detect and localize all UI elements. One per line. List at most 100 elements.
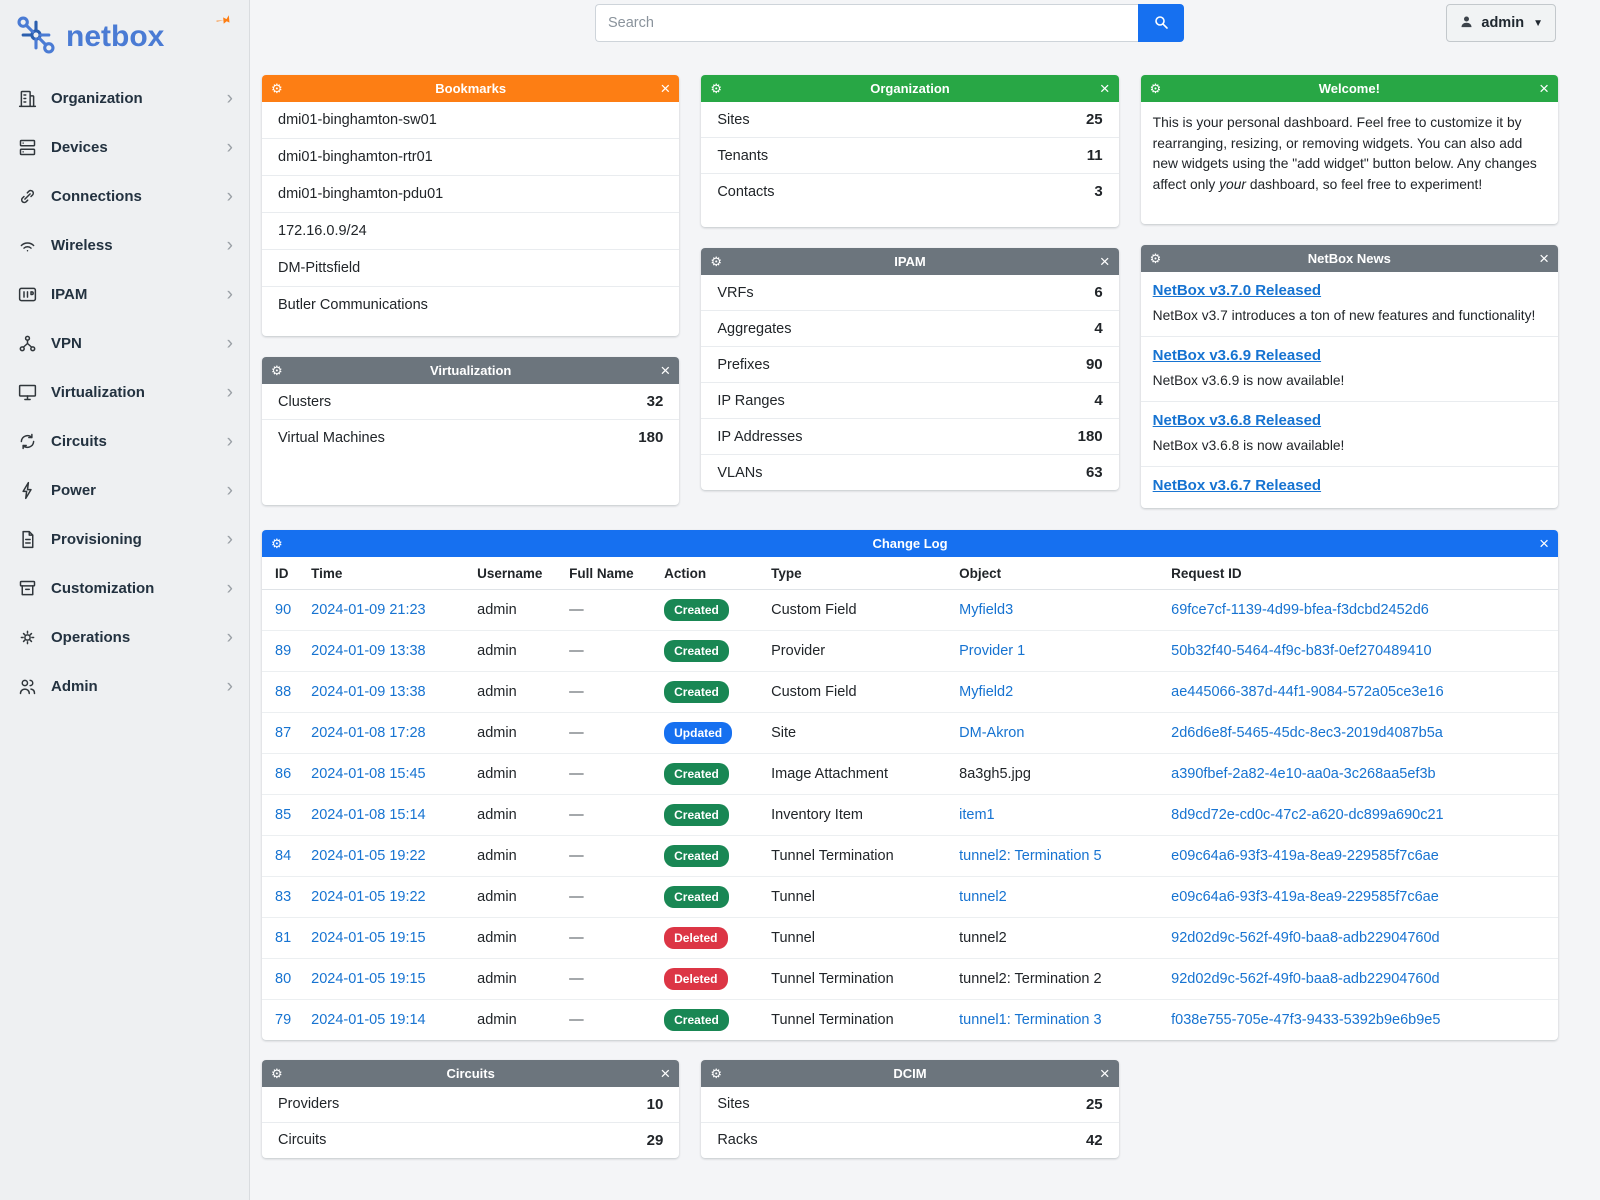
close-icon[interactable]: ×: [1099, 252, 1110, 271]
sidebar-item-devices[interactable]: Devices ›: [0, 123, 249, 172]
news-link[interactable]: NetBox v3.6.7 Released: [1152, 476, 1322, 494]
gear-icon[interactable]: ⚙: [271, 1065, 283, 1081]
changelog-id-link[interactable]: 80: [275, 970, 292, 987]
gear-icon[interactable]: ⚙: [271, 81, 283, 96]
gear-icon[interactable]: ⚙: [710, 1065, 722, 1081]
news-link[interactable]: NetBox v3.6.9 Released: [1152, 346, 1322, 364]
changelog-id-link[interactable]: 81: [275, 929, 292, 946]
close-icon[interactable]: ×: [660, 79, 671, 98]
sidebar-item-label: Admin: [51, 678, 98, 695]
search-input[interactable]: [595, 4, 1138, 42]
changelog-time-link[interactable]: 2024-01-09 13:38: [311, 683, 426, 700]
changelog-object-link[interactable]: Myfield2: [959, 683, 1014, 700]
gear-icon[interactable]: ⚙: [271, 535, 283, 551]
changelog-id-link[interactable]: 87: [275, 724, 292, 741]
changelog-time-link[interactable]: 2024-01-05 19:22: [311, 888, 426, 905]
changelog-type: Tunnel Termination: [761, 958, 950, 1000]
user-menu-button[interactable]: admin ▼: [1446, 4, 1556, 42]
gear-icon[interactable]: ⚙: [271, 363, 283, 378]
changelog-id-link[interactable]: 89: [275, 642, 292, 659]
search-button[interactable]: [1138, 4, 1184, 42]
news-link[interactable]: NetBox v3.7.0 Released: [1152, 281, 1322, 299]
gear-icon[interactable]: ⚙: [1149, 250, 1162, 266]
changelog-time-link[interactable]: 2024-01-05 19:15: [311, 970, 426, 987]
sidebar-item-admin[interactable]: Admin ›: [0, 662, 249, 711]
sidebar-item-provisioning[interactable]: Provisioning ›: [0, 515, 249, 564]
close-icon[interactable]: ×: [1099, 79, 1110, 98]
stat-label: Prefixes: [717, 356, 770, 373]
bookmark-item[interactable]: dmi01-binghamton-rtr01: [262, 139, 680, 176]
changelog-request-id-link[interactable]: 2d6d6e8f-5465-45dc-8ec3-2019d4087b5a: [1171, 724, 1443, 741]
close-icon[interactable]: ×: [660, 1063, 671, 1083]
bookmark-item[interactable]: dmi01-binghamton-pdu01: [262, 176, 680, 213]
changelog-id-link[interactable]: 88: [275, 683, 292, 700]
bookmark-item[interactable]: DM-Pittsfield: [262, 250, 680, 287]
gear-icon[interactable]: ⚙: [710, 81, 722, 96]
widget-virtualization: ⚙ Virtualization × Clusters 32 Virtual Mac…: [262, 357, 680, 505]
changelog-request-id-link[interactable]: 92d02d9c-562f-49f0-baa8-adb22904760d: [1171, 929, 1440, 946]
changelog-object-link[interactable]: DM-Akron: [959, 724, 1025, 741]
changelog-time-link[interactable]: 2024-01-05 19:14: [311, 1011, 426, 1028]
stat-value: 42: [1085, 1131, 1103, 1149]
changelog-object-link[interactable]: Provider 1: [959, 642, 1026, 659]
changelog-time-link[interactable]: 2024-01-05 19:22: [311, 847, 426, 864]
changelog-id-link[interactable]: 90: [275, 601, 292, 618]
changelog-object-link[interactable]: tunnel2: [959, 888, 1007, 905]
bookmark-item[interactable]: Butler Communications: [278, 297, 428, 313]
changelog-request-id-link[interactable]: 50b32f40-5464-4f9c-b83f-0ef270489410: [1171, 642, 1432, 659]
close-icon[interactable]: ×: [1539, 79, 1549, 98]
changelog-time-link[interactable]: 2024-01-05 19:15: [311, 929, 426, 946]
sidebar-item-circuits[interactable]: Circuits ›: [0, 417, 249, 466]
changelog-id-link[interactable]: 86: [275, 765, 292, 782]
changelog-id-link[interactable]: 84: [275, 847, 292, 864]
brand[interactable]: netbox: [0, 0, 249, 74]
sidebar-item-virtualization[interactable]: Virtualization ›: [0, 368, 249, 417]
changelog-object-link[interactable]: tunnel1: Termination 3: [959, 1011, 1102, 1028]
changelog-request-id-link[interactable]: 92d02d9c-562f-49f0-baa8-adb22904760d: [1171, 970, 1440, 987]
changelog-request-id-link[interactable]: f038e755-705e-47f3-9433-5392b9e6b9e5: [1171, 1011, 1441, 1028]
sidebar-item-connections[interactable]: Connections ›: [0, 172, 249, 221]
gear-icon[interactable]: ⚙: [710, 254, 722, 269]
close-icon[interactable]: ×: [1099, 1063, 1110, 1083]
sidebar-item-customization[interactable]: Customization ›: [0, 564, 249, 613]
changelog-time-link[interactable]: 2024-01-08 15:14: [311, 806, 426, 823]
changelog-request-id-link[interactable]: 8d9cd72e-cd0c-47c2-a620-dc899a690c21: [1171, 806, 1444, 823]
sidebar-item-label: Wireless: [51, 237, 113, 254]
stat-row: Prefixes 90: [701, 347, 1119, 383]
sidebar-item-vpn[interactable]: VPN ›: [0, 319, 249, 368]
sidebar-item-wireless[interactable]: Wireless ›: [0, 221, 249, 270]
bookmark-pin-icon[interactable]: [215, 12, 233, 35]
changelog-time-link[interactable]: 2024-01-09 21:23: [311, 601, 426, 618]
changelog-id-link[interactable]: 85: [275, 806, 292, 823]
sidebar-item-operations[interactable]: Operations ›: [0, 613, 249, 662]
sidebar-item-power[interactable]: Power ›: [0, 466, 249, 515]
changelog-request-id-link[interactable]: ae445066-387d-44f1-9084-572a05ce3e16: [1171, 683, 1444, 700]
gear-icon[interactable]: ⚙: [1149, 81, 1162, 96]
changelog-time-link[interactable]: 2024-01-08 15:45: [311, 765, 426, 782]
widget-header: ⚙ NetBox News ×: [1140, 244, 1558, 272]
changelog-time-link[interactable]: 2024-01-09 13:38: [311, 642, 426, 659]
changelog-request-id-link[interactable]: 69fce7cf-1139-4d99-bfea-f3dcbd2452d6: [1171, 601, 1429, 618]
news-link[interactable]: NetBox v3.6.8 Released: [1152, 411, 1322, 429]
bookmark-item[interactable]: dmi01-binghamton-sw01: [262, 102, 680, 139]
changelog-id-link[interactable]: 79: [275, 1011, 292, 1028]
changelog-request-id-link[interactable]: e09c64a6-93f3-419a-8ea9-229585f7c6ae: [1171, 888, 1439, 905]
changelog-time-link[interactable]: 2024-01-08 17:28: [311, 724, 426, 741]
close-icon[interactable]: ×: [1539, 248, 1549, 268]
changelog-request-id-link[interactable]: a390fbef-2a82-4e10-aa0a-3c268aa5ef3b: [1171, 765, 1436, 782]
close-icon[interactable]: ×: [660, 361, 671, 380]
close-icon[interactable]: ×: [1539, 533, 1549, 553]
bookmark-item[interactable]: 172.16.0.9/24: [262, 213, 680, 250]
sidebar: netbox Organization › Devices › Connections ›…: [0, 0, 250, 1200]
changelog-object-link[interactable]: tunnel2: Termination 5: [959, 847, 1102, 864]
dcim-stats: Sites 25 Racks 42: [701, 1087, 1119, 1158]
news-item: NetBox v3.6.7 Released: [1141, 467, 1558, 508]
changelog-id-link[interactable]: 83: [275, 888, 292, 905]
changelog-request-id-link[interactable]: e09c64a6-93f3-419a-8ea9-229585f7c6ae: [1171, 847, 1439, 864]
sidebar-item-ipam[interactable]: IPAM ›: [0, 270, 249, 319]
changelog-object-link[interactable]: Myfield3: [959, 601, 1014, 618]
changelog-type: Custom Field: [761, 589, 950, 631]
sidebar-item-organization[interactable]: Organization ›: [0, 74, 249, 123]
changelog-object-link[interactable]: item1: [959, 806, 995, 823]
ipam-icon: [16, 284, 38, 306]
